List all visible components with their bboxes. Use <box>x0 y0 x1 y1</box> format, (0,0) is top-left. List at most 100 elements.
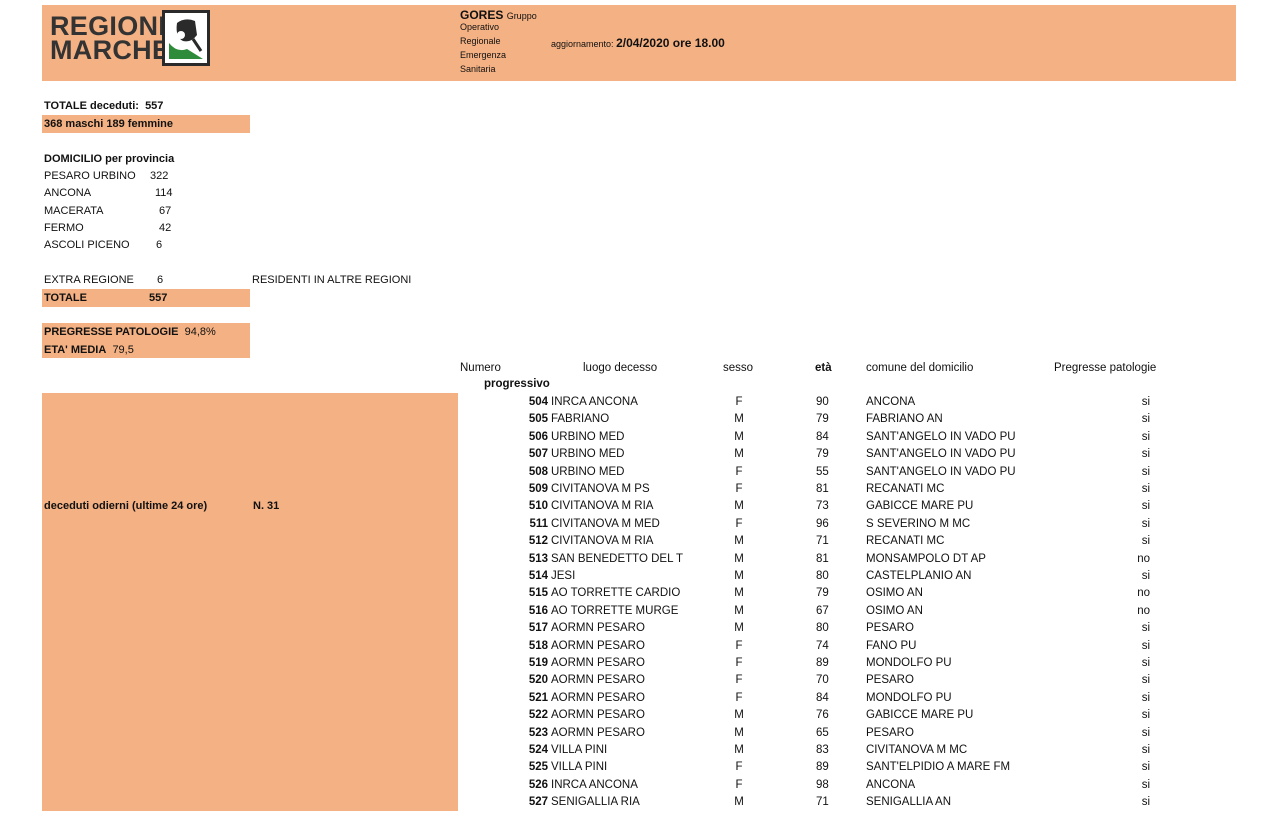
update-label: aggiornamento: <box>551 39 614 49</box>
row-comune: MONDOLFO PU <box>866 657 952 669</box>
header-band <box>42 5 1236 81</box>
row-number: 522 <box>528 709 548 721</box>
row-eta: 65 <box>816 727 829 739</box>
table-row: 514 JESI M 80 CASTELPLANIO AN si <box>0 570 1262 586</box>
row-comune: SANT'ANGELO IN VADO PU <box>866 431 1016 443</box>
row-luogo: AORMN PESARO <box>551 622 645 634</box>
row-patologie: no <box>1137 605 1150 617</box>
row-luogo: FABRIANO <box>551 413 610 425</box>
sex-split: 368 maschi 189 femmine <box>44 118 174 130</box>
row-luogo: VILLA PINI <box>551 744 608 756</box>
table-row: 512 CIVITANOVA M RIA M 71 RECANATI MC si <box>0 535 1262 551</box>
row-comune: ANCONA <box>866 396 916 408</box>
province-name: PESARO URBINO <box>44 170 136 182</box>
row-number: 527 <box>528 796 548 808</box>
col-header-numero: Numero <box>460 362 501 374</box>
row-comune: GABICCE MARE PU <box>866 500 974 512</box>
row-number: 513 <box>528 553 548 565</box>
row-patologie: no <box>1137 587 1150 599</box>
total-deceased-value: 557 <box>145 100 164 112</box>
logo-text-line2: MARCHE <box>50 35 171 65</box>
row-sesso: M <box>734 796 744 808</box>
row-comune: FANO PU <box>866 640 917 652</box>
row-sesso: M <box>734 605 744 617</box>
row-sesso: M <box>734 570 744 582</box>
row-number: 507 <box>528 448 548 460</box>
row-patologie: si <box>1141 483 1150 495</box>
province-value: 67 <box>159 205 172 217</box>
row-luogo: CIVITANOVA M RIA <box>551 535 654 547</box>
row-luogo: CIVITANOVA M MED <box>551 518 660 530</box>
row-eta: 55 <box>816 466 829 478</box>
patologie-label: PREGRESSE PATOLOGIE <box>44 326 179 338</box>
row-luogo: AORMN PESARO <box>551 674 645 686</box>
table-row: 524 VILLA PINI M 83 CIVITANOVA M MC si <box>0 744 1262 760</box>
row-comune: CIVITANOVA M MC <box>866 744 968 756</box>
gores-line-2: Regionale <box>460 36 501 46</box>
row-comune: SANT'ANGELO IN VADO PU <box>866 466 1016 478</box>
row-comune: FABRIANO AN <box>866 413 943 425</box>
row-eta: 79 <box>816 587 829 599</box>
table-row: 519 AORMN PESARO F 89 MONDOLFO PU si <box>0 657 1262 673</box>
row-sesso: F <box>735 483 743 495</box>
table-row: 521 AORMN PESARO F 84 MONDOLFO PU si <box>0 692 1262 708</box>
row-sesso: F <box>735 674 743 686</box>
row-number: 525 <box>528 761 548 773</box>
row-patologie: si <box>1141 500 1150 512</box>
row-eta: 79 <box>816 448 829 460</box>
row-sesso: M <box>734 500 744 512</box>
row-sesso: M <box>734 744 744 756</box>
row-luogo: SENIGALLIA RIA <box>551 796 640 808</box>
table-row: 516 AO TORRETTE MURGE M 67 OSIMO AN no <box>0 605 1262 621</box>
eta-media-stat: ETA' MEDIA 79,5 <box>44 344 134 356</box>
row-eta: 98 <box>816 779 829 791</box>
row-sesso: M <box>734 587 744 599</box>
today-deaths-label: deceduti odierni (ultime 24 ore) <box>44 500 208 512</box>
row-eta: 84 <box>816 692 829 704</box>
row-comune: RECANATI MC <box>866 483 945 495</box>
province-name: MACERATA <box>44 205 104 217</box>
row-number: 509 <box>528 483 548 495</box>
row-eta: 81 <box>816 483 829 495</box>
row-luogo: INRCA ANCONA <box>551 779 638 791</box>
row-number: 524 <box>528 744 548 756</box>
row-number: 512 <box>528 535 548 547</box>
table-row: 507 URBINO MED M 79 SANT'ANGELO IN VADO PU si <box>0 448 1262 464</box>
row-number: 519 <box>528 657 548 669</box>
row-sesso: M <box>734 709 744 721</box>
row-sesso: F <box>735 657 743 669</box>
row-number: 518 <box>528 640 548 652</box>
sex-split-band <box>42 115 250 133</box>
row-patologie: si <box>1141 796 1150 808</box>
gores-line-3: Emergenza <box>460 50 507 60</box>
row-number: 506 <box>528 431 548 443</box>
col-header-patologie: Pregresse patologie <box>1054 362 1157 374</box>
row-patologie: si <box>1141 727 1150 739</box>
row-patologie: si <box>1141 674 1150 686</box>
row-number: 517 <box>528 622 548 634</box>
domicile-title: DOMICILIO per provincia <box>44 153 175 165</box>
row-sesso: M <box>734 413 744 425</box>
table-row: 505 FABRIANO M 79 FABRIANO AN si <box>0 413 1262 429</box>
row-patologie: si <box>1141 413 1150 425</box>
row-comune: S SEVERINO M MC <box>866 518 971 530</box>
table-row: 526 INRCA ANCONA F 98 ANCONA si <box>0 779 1262 795</box>
extra-region-note: RESIDENTI IN ALTRE REGIONI <box>252 274 412 286</box>
row-number: 526 <box>528 779 548 791</box>
gores-word: Gruppo <box>506 11 537 21</box>
table-row: 525 VILLA PINI F 89 SANT'ELPIDIO A MARE FM si <box>0 761 1262 777</box>
table-row: 508 URBINO MED F 55 SANT'ANGELO IN VADO PU si <box>0 466 1262 482</box>
row-luogo: JESI <box>551 570 576 582</box>
table-row: 517 AORMN PESARO M 80 PESARO si <box>0 622 1262 638</box>
row-sesso: F <box>735 518 743 530</box>
row-eta: 81 <box>816 553 829 565</box>
logo-text-line1: REGIONE <box>50 11 177 41</box>
row-sesso: F <box>735 779 743 791</box>
totale-value: 557 <box>149 292 168 304</box>
row-number: 511 <box>529 518 548 530</box>
row-patologie: si <box>1141 518 1150 530</box>
province-name: FERMO <box>44 222 84 234</box>
province-name: ANCONA <box>44 187 92 199</box>
update-timestamp: aggiornamento: 2/04/2020 ore 18.00 <box>551 36 725 50</box>
